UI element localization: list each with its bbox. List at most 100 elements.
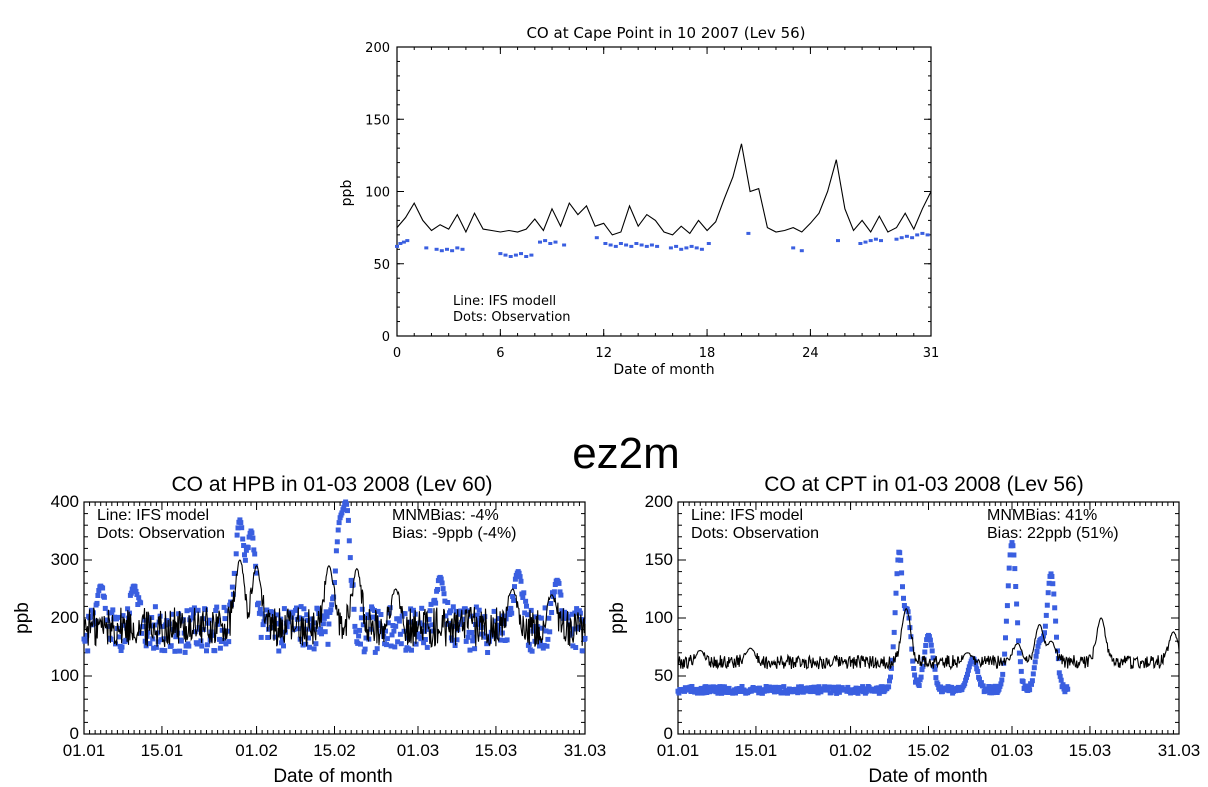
observation-dot	[548, 242, 553, 245]
x-tick-label: 24	[802, 346, 819, 361]
observation-dot	[492, 618, 498, 624]
observation-dot	[232, 571, 238, 576]
observation-dot	[119, 644, 125, 650]
observation-dot	[159, 647, 165, 653]
observation-dot	[543, 628, 549, 634]
observation-dot	[348, 577, 354, 583]
observation-dot	[911, 666, 917, 671]
observation-dot	[978, 680, 984, 686]
observation-dot	[962, 681, 968, 687]
observation-dot	[557, 589, 563, 595]
observation-dot	[545, 636, 551, 642]
observation-dot	[304, 612, 310, 618]
observation-dot	[529, 648, 535, 654]
observation-dot	[166, 621, 172, 627]
observation-dot	[556, 580, 562, 586]
observation-dot	[980, 683, 986, 689]
observation-dot	[1054, 634, 1059, 640]
observation-dot	[221, 604, 227, 610]
observation-dot	[521, 590, 527, 596]
observation-dot	[613, 244, 618, 248]
observation-dot	[965, 667, 971, 673]
observation-dot	[624, 243, 629, 247]
observation-dot	[1057, 673, 1063, 679]
observation-dot	[140, 623, 146, 629]
observation-dot	[443, 613, 449, 619]
axis-ticks	[396, 46, 932, 337]
observation-dot	[746, 231, 751, 235]
observation-dot	[529, 253, 534, 257]
observation-dot	[1000, 671, 1006, 677]
observation-dot	[1005, 583, 1011, 589]
observation-dot	[474, 612, 480, 618]
observation-dot	[1020, 679, 1026, 684]
x-tick-label: 15.01	[141, 741, 184, 760]
observation-dot	[315, 606, 321, 612]
observation-dot	[371, 608, 377, 613]
observation-dot	[736, 686, 742, 691]
observation-dot	[351, 606, 357, 612]
observation-dot	[733, 690, 738, 696]
observation-dot	[222, 616, 228, 622]
observation-dot	[270, 611, 276, 617]
observation-dot	[371, 614, 376, 620]
observation-dot	[199, 643, 205, 649]
observation-dot	[110, 607, 116, 613]
observation-dot	[123, 637, 129, 643]
observation-dot	[603, 242, 608, 245]
observation-dot	[390, 623, 396, 628]
observation-dot	[717, 684, 723, 690]
observation-dot	[323, 609, 329, 615]
observation-dot	[210, 632, 216, 638]
observation-dot	[265, 635, 271, 640]
observation-dot	[372, 649, 378, 655]
observation-dot	[890, 644, 896, 650]
observation-dots	[675, 540, 1071, 696]
observation-dot	[352, 623, 358, 629]
observation-dot	[324, 613, 330, 619]
observation-dot	[427, 608, 433, 614]
chart-title: CO at CPT in 01-03 2008 (Lev 56)	[764, 473, 1083, 496]
observation-dot	[448, 608, 453, 614]
observation-dot	[576, 624, 581, 630]
observation-dot	[1042, 630, 1047, 636]
observation-dot	[546, 615, 552, 621]
observation-dot	[243, 547, 249, 553]
observation-dot	[891, 629, 897, 635]
observation-dot	[405, 239, 410, 243]
observation-dot	[1060, 682, 1066, 688]
observation-dot	[357, 627, 363, 633]
observation-dot	[360, 622, 366, 628]
observation-dot	[1003, 635, 1008, 641]
observation-dot	[879, 239, 883, 243]
observation-dot	[333, 548, 339, 554]
observation-dot	[559, 608, 565, 614]
observation-dot	[930, 655, 936, 661]
observation-dot	[172, 648, 178, 654]
observation-dot	[486, 638, 492, 644]
observation-dot	[1010, 543, 1016, 549]
observation-dot	[190, 615, 196, 621]
axis-ticks	[83, 501, 586, 735]
observation-dot	[233, 551, 239, 557]
observation-dot	[540, 645, 546, 651]
observation-dot	[893, 590, 899, 596]
observation-dot	[335, 527, 341, 533]
observation-dot	[306, 635, 311, 641]
observation-dot	[845, 684, 851, 690]
observation-dot	[194, 641, 200, 647]
observation-dot	[901, 603, 907, 608]
observation-dot	[524, 603, 529, 609]
observation-dot	[931, 664, 937, 670]
observation-dot	[184, 608, 190, 614]
observation-dot	[337, 515, 343, 521]
x-tick-label: 01.03	[991, 741, 1034, 760]
observation-dot	[345, 517, 351, 523]
observation-dot	[868, 239, 873, 243]
observation-dot	[155, 639, 161, 645]
y-tick-label: 200	[365, 41, 390, 56]
x-tick-label: 15.01	[735, 741, 778, 760]
observation-dot	[914, 678, 920, 684]
observation-dot	[355, 640, 361, 646]
observation-dot	[548, 601, 554, 606]
